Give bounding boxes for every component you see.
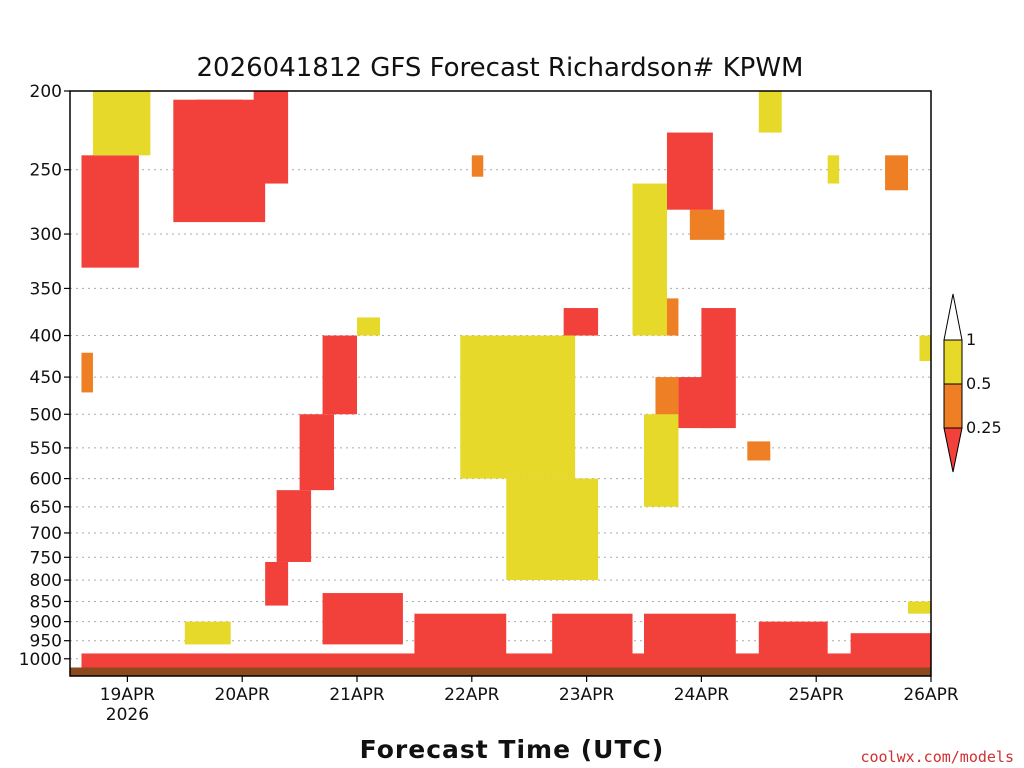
y-tick-label: 700: [30, 524, 62, 544]
ri-cell: [299, 414, 335, 491]
ri-cell: [265, 561, 289, 606]
x-tick-label: 23APR: [559, 685, 615, 705]
y-tick-label: 1000: [19, 650, 62, 670]
y-tick-label: 300: [30, 225, 62, 245]
x-axis-label: Forecast Time (UTC): [360, 735, 665, 764]
credit-text: coolwx.com/models: [860, 748, 1014, 766]
ri-cell: [885, 155, 909, 191]
y-tick-label: 600: [30, 470, 62, 490]
y-tick-label: 850: [30, 592, 62, 612]
y-tick-label: 650: [30, 498, 62, 518]
y-tick-label: 550: [30, 439, 62, 459]
ri-cell: [414, 613, 507, 656]
ground-band: [70, 667, 931, 676]
x-tick-label: 26APR: [903, 685, 959, 705]
ri-cell: [357, 317, 380, 336]
y-tick-label: 800: [30, 571, 62, 591]
richardson-cells: [81, 91, 931, 670]
y-tick-label: 900: [30, 613, 62, 633]
y-tick-label: 350: [30, 279, 62, 299]
ri-cell: [644, 414, 679, 507]
legend: 1 0.5 0.25: [943, 293, 1002, 473]
ri-cell: [460, 335, 576, 479]
ri-cell: [644, 613, 736, 656]
ri-cell: [632, 183, 667, 336]
legend-swatch: [943, 427, 963, 473]
ri-cell: [666, 132, 713, 210]
ri-cell: [506, 478, 599, 581]
x-tick-label: 19APR: [100, 685, 156, 705]
legend-swatch: [943, 293, 963, 341]
ri-cell: [253, 91, 289, 184]
ri-cell: [196, 99, 243, 170]
ri-cell: [850, 633, 931, 656]
legend-label: 1: [966, 330, 976, 349]
x-tick-year: 2026: [106, 705, 149, 725]
ri-cell: [678, 377, 713, 429]
ri-cell: [827, 155, 840, 184]
y-tick-label: 450: [30, 368, 62, 388]
legend-swatch: [943, 383, 963, 429]
legend-label: 0.5: [966, 374, 991, 393]
ri-cell: [919, 335, 931, 362]
ri-cell: [689, 209, 725, 240]
ri-cell: [81, 352, 93, 393]
x-tick-label: 20APR: [215, 685, 271, 705]
ground-fill: [70, 667, 931, 676]
y-tick-label: 200: [30, 82, 62, 102]
x-tick-label: 21APR: [329, 685, 385, 705]
ri-cell: [322, 335, 357, 415]
ri-cell: [747, 441, 771, 461]
y-tick-label: 950: [30, 632, 62, 652]
ri-cell: [563, 308, 599, 336]
ri-cell: [276, 490, 312, 562]
y-tick-label: 500: [30, 405, 62, 425]
y-tick-label: 250: [30, 161, 62, 181]
y-tick-label: 400: [30, 327, 62, 347]
ri-cell: [322, 593, 403, 645]
ri-cell: [471, 155, 484, 177]
ri-cell: [184, 621, 231, 645]
ri-cell: [552, 613, 633, 656]
legend-label: 0.25: [966, 418, 1002, 437]
y-tick-label: 750: [30, 548, 62, 568]
legend-swatch: [943, 339, 963, 385]
ri-cell: [908, 601, 931, 614]
ri-cell: [81, 155, 139, 268]
x-tick-label: 25APR: [789, 685, 845, 705]
ri-cell: [758, 621, 828, 656]
x-tick-label: 24APR: [674, 685, 730, 705]
x-tick-label: 22APR: [444, 685, 500, 705]
y-axis: 200 250 300 350 400 450 500 550 600 650 700 750 8008…: [19, 82, 70, 670]
ri-cell: [758, 91, 782, 133]
ri-cell: [81, 653, 931, 670]
ri-cell: [92, 91, 151, 156]
plot-frame: [69, 90, 932, 677]
chart-title: 2026041812 GFS Forecast Richardson# KPWM: [197, 53, 804, 83]
